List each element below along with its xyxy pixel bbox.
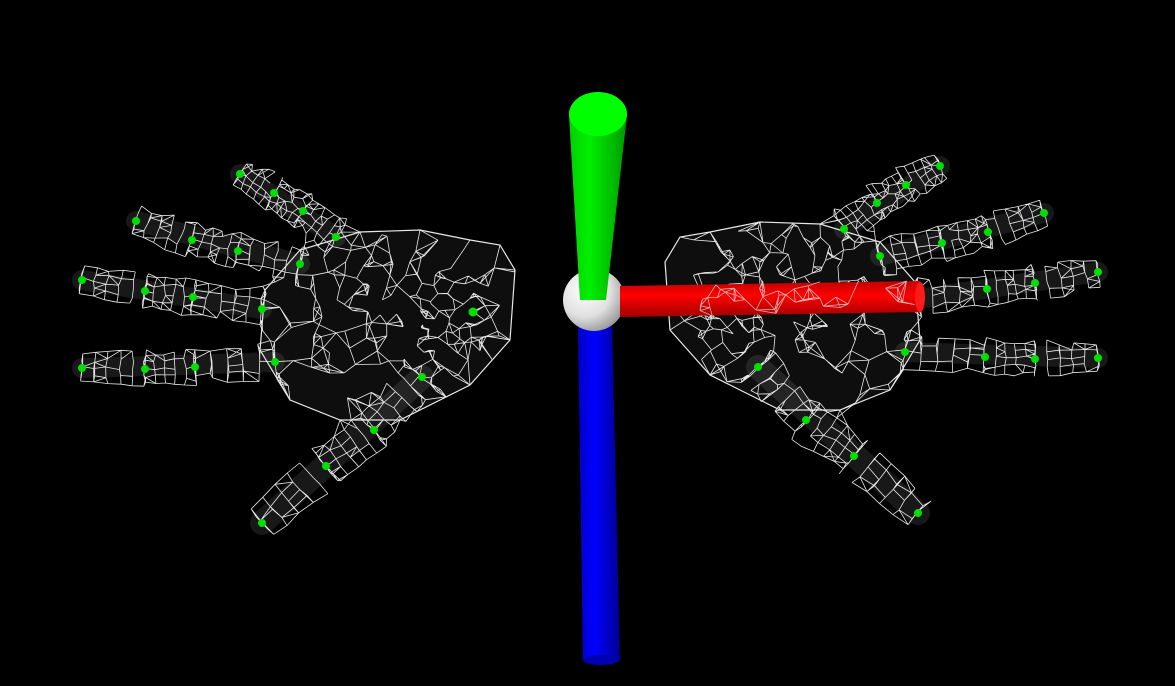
finger-shading <box>126 211 310 274</box>
palm-outline <box>259 229 516 421</box>
keypoint-marker <box>984 228 992 236</box>
keypoint-marker <box>271 358 279 366</box>
keypoint-marker <box>901 348 909 356</box>
keypoint-marker <box>296 260 304 268</box>
keypoint-marker <box>902 181 910 189</box>
keypoint-marker <box>938 239 946 247</box>
keypoint-marker <box>802 416 810 424</box>
finger-shading <box>746 355 930 525</box>
finger-shading <box>250 365 434 535</box>
keypoint-marker <box>370 426 378 434</box>
keypoint-marker <box>132 217 140 225</box>
keypoint-marker <box>983 285 991 293</box>
z-axis-cap <box>583 655 619 665</box>
keypoint-marker <box>1094 354 1102 362</box>
keypoint-marker <box>873 199 881 207</box>
keypoint-marker <box>332 233 340 241</box>
keypoint-marker <box>322 462 330 470</box>
keypoint-marker <box>78 276 86 284</box>
keypoint-marker <box>1094 268 1102 276</box>
keypoint-marker <box>191 363 199 371</box>
keypoint-marker <box>981 353 989 361</box>
keypoint-marker <box>299 207 307 215</box>
keypoint-marker <box>188 236 196 244</box>
keypoint-marker <box>258 305 266 313</box>
finger-shading <box>834 156 950 239</box>
keypoint-marker <box>876 252 884 260</box>
keypoint-marker <box>270 189 278 197</box>
left-hand-mesh <box>72 163 516 535</box>
finger-shading <box>870 203 1054 266</box>
left-hand-wireframe <box>72 163 516 535</box>
palm-outline <box>664 221 921 411</box>
keypoint-marker <box>258 519 266 527</box>
right-hand-wireframe <box>664 154 1108 526</box>
keypoint-marker <box>78 364 86 372</box>
x-axis <box>620 281 922 317</box>
mesh-edges <box>78 163 516 535</box>
keypoint-marker <box>234 247 242 255</box>
keypoint-marker <box>141 365 149 373</box>
keypoint-marker <box>754 363 762 371</box>
right-hand-mesh <box>664 154 1108 526</box>
y-axis <box>569 115 627 300</box>
keypoint-marker <box>141 287 149 295</box>
right-hand-mesh-overlay <box>699 280 915 317</box>
keypoint-marker <box>418 373 426 381</box>
x-axis-cap <box>915 282 925 312</box>
keypoint-marker <box>840 225 848 233</box>
keypoint-marker <box>1040 209 1048 217</box>
right-hand-keypoints <box>702 162 1102 517</box>
z-axis <box>578 325 620 660</box>
y-axis-cap <box>569 92 627 136</box>
keypoint-marker <box>189 293 197 301</box>
keypoint-marker <box>1031 279 1039 287</box>
keypoint-marker <box>1031 355 1039 363</box>
axis-gizmo <box>563 92 925 665</box>
keypoint-marker <box>468 307 478 317</box>
keypoint-marker <box>936 162 944 170</box>
keypoint-marker <box>914 509 922 517</box>
left-hand-keypoints <box>78 170 478 527</box>
finger-shading <box>72 352 285 378</box>
keypoint-marker <box>850 452 858 460</box>
mesh-edges <box>699 280 915 317</box>
keypoint-marker <box>236 170 244 178</box>
